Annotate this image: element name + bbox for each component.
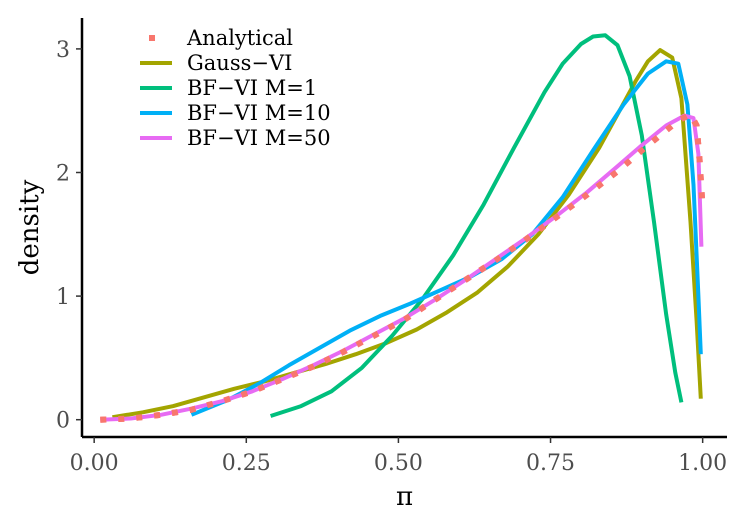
x-tick-label: 0.50: [374, 451, 423, 476]
x-tick-label: 1.00: [678, 451, 727, 476]
legend-item-gauss-vi: Gauss−VI: [140, 51, 292, 75]
series-line-analytical-overlay: [100, 110, 706, 423]
y-tick-label: 2: [56, 161, 70, 186]
legend-label: BF−VI M=50: [187, 126, 331, 150]
x-axis-title: π: [396, 482, 413, 512]
legend-item-bf-vi-m-10: BF−VI M=10: [140, 101, 331, 125]
legend-item-bf-vi-m-50: BF−VI M=50: [140, 126, 331, 150]
legend-item-analytical: Analytical: [149, 26, 293, 50]
y-axis-title: density: [15, 179, 45, 275]
y-tick-label: 0: [56, 409, 70, 434]
axes: [80, 18, 727, 439]
x-tick-label: 0.00: [70, 451, 119, 476]
x-tick-label: 0.25: [222, 451, 271, 476]
y-tick-label: 3: [56, 38, 70, 63]
series-line-analytical: [100, 111, 706, 423]
y-ticks: 0 1 2 3: [56, 38, 82, 434]
legend-label: BF−VI M=1: [187, 76, 317, 100]
x-ticks: 0.00 0.25 0.50 0.75 1.00: [70, 437, 727, 476]
y-tick-label: 1: [56, 285, 70, 310]
legend-label: BF−VI M=10: [187, 101, 331, 125]
legend-label: Gauss−VI: [187, 51, 292, 75]
legend-label: Analytical: [186, 26, 293, 50]
x-tick-label: 0.75: [526, 451, 575, 476]
legend-item-bf-vi-m-1: BF−VI M=1: [140, 76, 317, 100]
plot-lines: [100, 33, 706, 423]
series-line-gauss-vi: [112, 48, 703, 420]
series-line-bf-vi-m-1: [269, 33, 684, 418]
series-line-bf-vi-m-50: [100, 113, 704, 422]
